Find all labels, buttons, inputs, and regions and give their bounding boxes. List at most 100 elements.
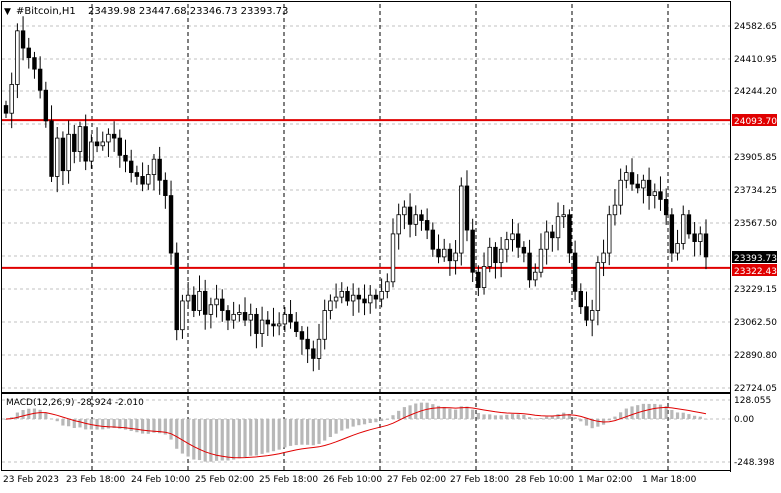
candles[interactable] (3, 16, 709, 372)
candle (299, 326, 305, 355)
macd-bar (630, 406, 634, 419)
candle (89, 134, 94, 169)
level-label-upper: 24093.70 (734, 117, 777, 127)
candle-body (208, 304, 214, 315)
candle (515, 223, 521, 258)
candle-body (77, 126, 83, 152)
time-axis[interactable]: 23 Feb 2023 23 Feb 18:00 24 Feb 10:00 25… (3, 475, 697, 485)
candle-body (453, 252, 458, 262)
candle-body (146, 174, 151, 185)
macd-bar (510, 414, 515, 419)
candle (379, 278, 384, 308)
macd-bar (300, 419, 304, 445)
macd-bar (545, 416, 549, 419)
candle-body (254, 313, 259, 334)
candle (345, 286, 350, 306)
macd-bar (579, 419, 583, 422)
price-tick: 23734.25 (734, 186, 777, 196)
candle (9, 72, 14, 129)
candle-body (66, 133, 71, 172)
macd-bar (328, 419, 332, 437)
candle-body (202, 290, 208, 315)
candle (555, 202, 561, 251)
candle-body (9, 84, 14, 114)
candle-body (299, 331, 305, 340)
candle-body (328, 300, 333, 311)
macd-bar (254, 419, 259, 456)
macd-bar (67, 419, 71, 427)
candle (504, 231, 510, 263)
price-grid (2, 25, 730, 463)
candle (487, 237, 492, 273)
candle-body (311, 348, 316, 359)
macd-bar (260, 419, 264, 454)
candle-body (168, 195, 174, 254)
candle (578, 283, 583, 314)
candle (237, 304, 242, 322)
candle-body (442, 248, 447, 258)
macd-bar (562, 412, 566, 419)
candle-body (402, 206, 407, 216)
candle (407, 193, 413, 238)
candle-body (612, 204, 618, 216)
candle (635, 174, 640, 194)
candle-body (515, 233, 521, 248)
macd-bar (84, 419, 88, 430)
candle-body (368, 294, 373, 304)
candle (453, 240, 458, 275)
macd-bar (516, 414, 520, 419)
candle-body (550, 231, 555, 239)
candle-body (163, 179, 168, 196)
price-tick: 24410.95 (734, 55, 777, 65)
macd-bar (345, 419, 350, 429)
candle-body (288, 313, 293, 323)
macd-bar (27, 408, 31, 419)
price-tick: 23567.50 (734, 219, 777, 229)
candle (26, 37, 31, 69)
candle-body (379, 290, 384, 300)
candle-body (191, 294, 197, 311)
candle-body (487, 246, 492, 267)
macd-bar (414, 403, 418, 419)
macd-bar (351, 419, 355, 427)
price-tick: 23905.85 (734, 153, 777, 163)
macd-bar (266, 419, 270, 453)
candle-body (641, 179, 646, 189)
price-axis[interactable]: 24582.65 24410.95 24244.20 23905.85 2373… (734, 22, 777, 394)
candle-body (681, 214, 686, 244)
macd-bar (482, 414, 486, 419)
macd-bar (123, 419, 128, 430)
macd-bar (653, 403, 657, 419)
candle-body (151, 158, 157, 175)
time-label: 27 Feb 02:00 (387, 475, 446, 485)
macd-bar (180, 419, 185, 454)
level-label-bg (732, 264, 777, 276)
candle-body (339, 290, 344, 298)
macd-tick: 128.055 (734, 396, 771, 406)
candle (692, 222, 697, 257)
candle (373, 289, 379, 309)
macd-bar (374, 419, 378, 423)
candle-body (419, 214, 424, 221)
candle (658, 176, 663, 211)
candle (276, 312, 282, 336)
macd-bar (698, 416, 702, 419)
macd-bar (294, 419, 298, 446)
candle-body (424, 220, 430, 231)
header-marker-icon[interactable]: ▼ (4, 7, 11, 17)
candle-body (470, 229, 475, 273)
candle (561, 204, 566, 228)
candle (271, 307, 276, 337)
candle (208, 297, 214, 329)
candle-body (703, 233, 709, 258)
macd-bar (340, 419, 344, 431)
candle (681, 205, 686, 250)
candle (305, 326, 310, 364)
candle (339, 282, 344, 304)
macd-bar (152, 419, 156, 433)
macd-tick: -248.398 (734, 458, 775, 468)
candle-body (242, 312, 248, 321)
macd-bar (283, 419, 287, 448)
candle-body (607, 214, 612, 254)
